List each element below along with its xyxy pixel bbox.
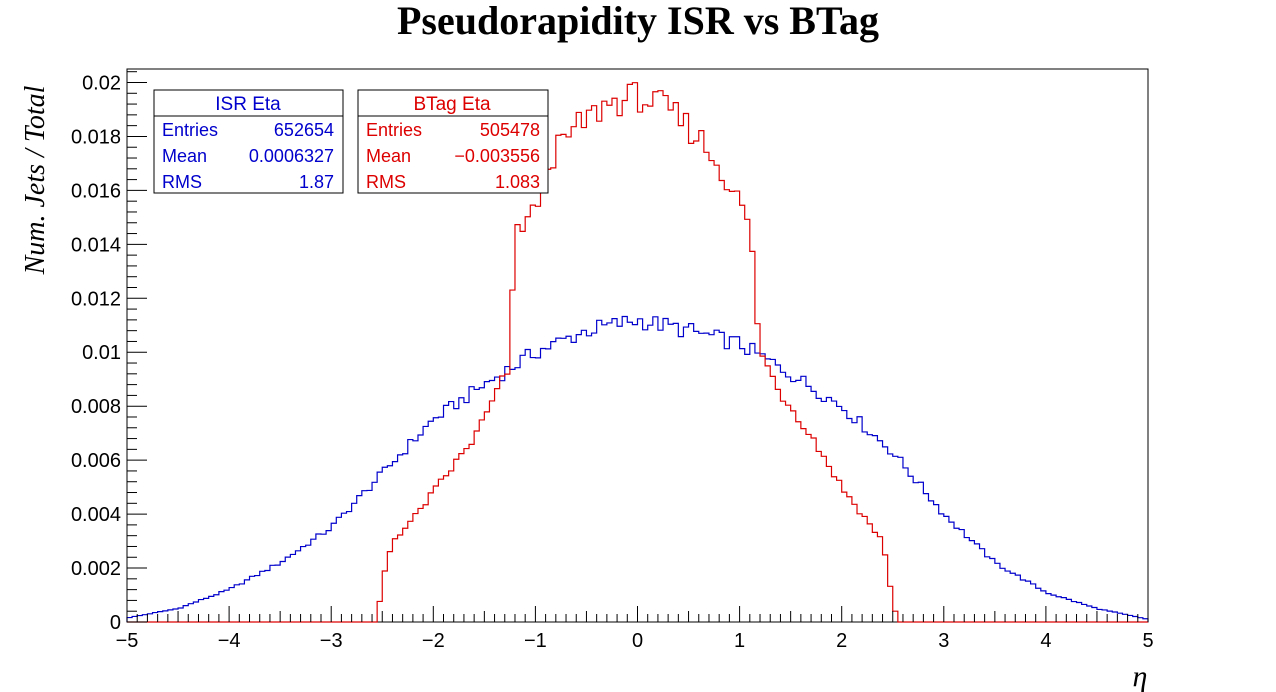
- y-tick-label: 0.01: [82, 342, 121, 364]
- y-tick-label: 0.004: [71, 504, 121, 526]
- histogram-isr: [126, 315, 1149, 622]
- y-tick-label: 0.012: [71, 288, 121, 310]
- y-tick-label: 0.016: [71, 180, 121, 202]
- stats-rms-value-isr: 1.87: [299, 172, 334, 192]
- stats-box-btag: BTag Eta Entries 505478 Mean −0.003556 R…: [357, 89, 549, 194]
- stats-entries-value-btag: 505478: [480, 120, 540, 140]
- stats-box-isr: ISR Eta Entries 652654 Mean 0.0006327 RM…: [153, 89, 344, 194]
- x-tick-label: 0: [632, 630, 643, 652]
- stats-rms-value-btag: 1.083: [495, 172, 540, 192]
- stats-title-btag: BTag Eta: [413, 94, 491, 115]
- stats-mean-value-isr: 0.0006327: [249, 146, 334, 166]
- stats-mean-value-btag: −0.003556: [454, 146, 540, 166]
- y-tick-label: 0.002: [71, 558, 121, 580]
- y-tick-label: 0.014: [71, 234, 121, 256]
- y-tick-label: 0.006: [71, 450, 121, 472]
- x-tick-label: −3: [320, 630, 343, 652]
- histogram-layer: [126, 82, 1149, 623]
- x-tick-label: 5: [1142, 630, 1153, 652]
- stats-entries-value-isr: 652654: [274, 120, 334, 140]
- stats-rms-label-btag: RMS: [366, 172, 406, 192]
- x-tick-label: 4: [1040, 630, 1051, 652]
- axis-layer: −5 −4 −3 −2 −1 0 1 2 3 4 5 0 0.002 0.004 0.006 0.008 0.0…: [71, 71, 1154, 652]
- y-tick-label: 0.02: [82, 72, 121, 94]
- stats-entries-label-isr: Entries: [162, 120, 218, 140]
- stats-mean-label-btag: Mean: [366, 146, 411, 166]
- stats-entries-label-btag: Entries: [366, 120, 422, 140]
- x-tick-label: 1: [734, 630, 745, 652]
- chart-title: Pseudorapidity ISR vs BTag: [397, 0, 879, 43]
- stats-rms-label-isr: RMS: [162, 172, 202, 192]
- x-tick-label: −4: [218, 630, 241, 652]
- x-tick-label: 3: [938, 630, 949, 652]
- x-tick-label: 2: [836, 630, 847, 652]
- x-tick-label: −2: [422, 630, 445, 652]
- x-tick-label: −1: [524, 630, 547, 652]
- histogram-btag: [127, 82, 1148, 623]
- y-tick-label: 0: [110, 612, 121, 634]
- x-axis-label: η: [1133, 660, 1148, 692]
- stats-mean-label-isr: Mean: [162, 146, 207, 166]
- x-tick-label: −5: [116, 630, 139, 652]
- y-tick-label: 0.008: [71, 396, 121, 418]
- y-tick-label: 0.018: [71, 126, 121, 148]
- stats-title-isr: ISR Eta: [215, 94, 281, 115]
- y-axis-label: Num. Jets / Total: [20, 85, 51, 275]
